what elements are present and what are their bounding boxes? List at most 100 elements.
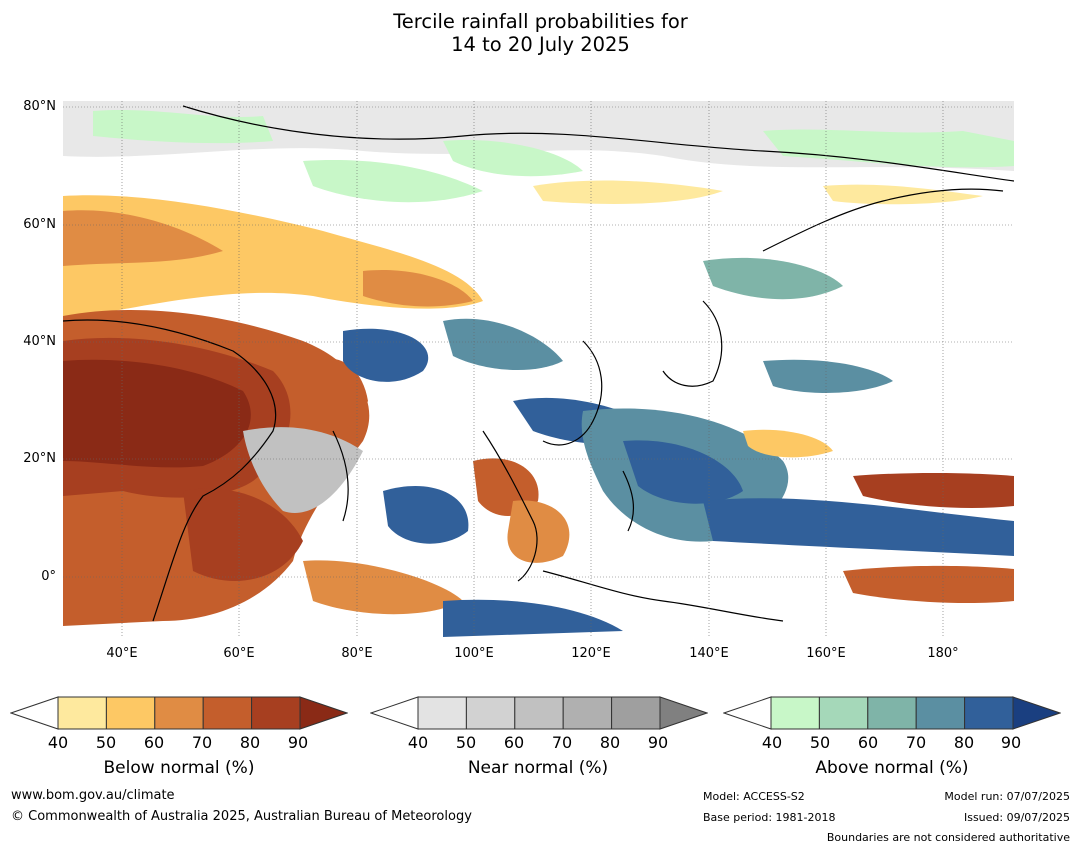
colorbar-below-bin-5 bbox=[251, 696, 301, 730]
tick-near-80: 80 bbox=[599, 733, 621, 752]
tick-above-90: 90 bbox=[1000, 733, 1022, 752]
arabia-below-90 bbox=[63, 359, 251, 468]
colorbar-below-bin-4 bbox=[202, 696, 253, 730]
colorbar-above-bin-3 bbox=[867, 696, 917, 730]
forecast-map-svg bbox=[63, 101, 1014, 637]
colorbar-below-normal bbox=[10, 696, 348, 730]
siberia-below-area bbox=[533, 180, 723, 204]
europe-below-60 bbox=[63, 210, 223, 266]
colorbar-above-bin-4 bbox=[915, 696, 966, 730]
footer-issued: Issued: 09/07/2025 bbox=[963, 811, 1070, 824]
pacific-below-patch bbox=[743, 429, 833, 458]
footer-base-period: Base period: 1981-2018 bbox=[703, 811, 836, 824]
coastline-arctic bbox=[182, 105, 1014, 182]
lat-label-40n: 40°N bbox=[23, 334, 56, 349]
tick-near-90: 90 bbox=[647, 733, 669, 752]
sumatra-below-60 bbox=[507, 500, 570, 563]
tick-below-40: 40 bbox=[47, 733, 69, 752]
arctic-above-area-2 bbox=[443, 140, 583, 177]
bay-bengal-above-80 bbox=[383, 485, 469, 544]
lat-label-60n: 60°N bbox=[23, 217, 56, 232]
lon-label-40e: 40°E bbox=[106, 646, 138, 661]
colorbar-near-upper-triangle bbox=[659, 696, 708, 730]
lat-label-80n: 80°N bbox=[23, 99, 56, 114]
tick-above-80: 80 bbox=[953, 733, 975, 752]
map-gridlines bbox=[63, 101, 1014, 637]
footer-url: www.bom.gov.au/climate bbox=[11, 788, 175, 803]
arctic-above-area-3 bbox=[763, 129, 1014, 168]
colorbar-near-normal bbox=[370, 696, 708, 730]
tick-near-60: 60 bbox=[503, 733, 525, 752]
colorbar-below-upper-triangle bbox=[299, 696, 348, 730]
footer-copyright: © Commonwealth of Australia 2025, Austra… bbox=[11, 809, 472, 824]
lat-label-20n: 20°N bbox=[23, 451, 56, 466]
colorbar-above-upper-triangle bbox=[1012, 696, 1061, 730]
coastline-japan bbox=[662, 300, 723, 387]
arctic-near-normal bbox=[63, 101, 1014, 171]
colorbar-below-bin-3 bbox=[154, 696, 204, 730]
indian-ocean-below bbox=[303, 560, 463, 615]
pacific-below-band-south bbox=[843, 565, 1014, 604]
footer-model: Model: ACCESS-S2 bbox=[703, 790, 805, 803]
tick-below-80: 80 bbox=[239, 733, 261, 752]
lon-label-140e: 140°E bbox=[689, 646, 729, 661]
colorbar-near-title: Near normal (%) bbox=[467, 758, 609, 778]
colorbar-above-title: Above normal (%) bbox=[815, 758, 969, 778]
colorbar-below-title: Below normal (%) bbox=[103, 758, 255, 778]
colorbar-below-bin-2 bbox=[105, 696, 156, 730]
manchuria-above-60 bbox=[703, 257, 843, 300]
colorbar-below-bin-1 bbox=[57, 696, 107, 730]
colorbar-near-bin-4 bbox=[562, 696, 613, 730]
lon-label-160e: 160°E bbox=[806, 646, 846, 661]
colorbar-near-lower-triangle bbox=[370, 696, 419, 730]
colorbar-above-normal bbox=[723, 696, 1061, 730]
colorbar-near-bin-2 bbox=[465, 696, 516, 730]
coastline-india bbox=[332, 430, 349, 522]
chart-title: Tercile rainfall probabilities for 14 to… bbox=[0, 10, 1081, 56]
coastline-indonesia bbox=[542, 570, 784, 622]
lat-label-0: 0° bbox=[41, 569, 56, 584]
pacific-above-band bbox=[703, 498, 1014, 556]
colorbar-above-bin-1 bbox=[770, 696, 820, 730]
title-line-2: 14 to 20 July 2025 bbox=[451, 33, 630, 56]
lon-label-180: 180° bbox=[927, 646, 959, 661]
colorbar-near-bin-1 bbox=[417, 696, 467, 730]
lon-label-60e: 60°E bbox=[223, 646, 255, 661]
tick-above-50: 50 bbox=[809, 733, 831, 752]
tick-below-70: 70 bbox=[191, 733, 213, 752]
philippines-above-80 bbox=[623, 440, 743, 504]
tick-above-60: 60 bbox=[857, 733, 879, 752]
tick-below-50: 50 bbox=[95, 733, 117, 752]
title-line-1: Tercile rainfall probabilities for bbox=[393, 10, 688, 33]
coastline-indochina bbox=[482, 430, 538, 582]
coastline-philippines bbox=[622, 470, 634, 532]
coastline-northeast-asia bbox=[762, 188, 1004, 252]
horn-africa-below-80 bbox=[183, 488, 303, 581]
pacific-below-band-north bbox=[853, 472, 1014, 508]
north-india-below bbox=[313, 358, 368, 432]
tick-near-50: 50 bbox=[455, 733, 477, 752]
tick-below-60: 60 bbox=[143, 733, 165, 752]
forecast-map bbox=[63, 101, 1014, 637]
lon-label-120e: 120°E bbox=[571, 646, 611, 661]
footer-disclaimer: Boundaries are not considered authoritat… bbox=[826, 831, 1070, 844]
coastline-china bbox=[542, 340, 603, 446]
tick-near-40: 40 bbox=[407, 733, 429, 752]
tick-above-70: 70 bbox=[905, 733, 927, 752]
tick-near-70: 70 bbox=[551, 733, 573, 752]
colorbar-above-bin-2 bbox=[818, 696, 869, 730]
siberia-above-area bbox=[303, 160, 483, 203]
tick-above-40: 40 bbox=[761, 733, 783, 752]
colorbar-below-lower-triangle bbox=[10, 696, 59, 730]
northwest-pacific-above bbox=[763, 359, 893, 393]
colorbar-above-bin-5 bbox=[964, 696, 1014, 730]
coastline-west bbox=[63, 319, 277, 622]
china-above-70 bbox=[443, 318, 563, 371]
kazakh-below-60 bbox=[363, 270, 473, 307]
tick-below-90: 90 bbox=[287, 733, 309, 752]
lon-label-80e: 80°E bbox=[341, 646, 373, 661]
footer-model-run: Model run: 07/07/2025 bbox=[944, 790, 1070, 803]
india-near-normal bbox=[243, 427, 363, 513]
east-siberia-below-area bbox=[823, 184, 983, 205]
colorbar-above-lower-triangle bbox=[723, 696, 772, 730]
